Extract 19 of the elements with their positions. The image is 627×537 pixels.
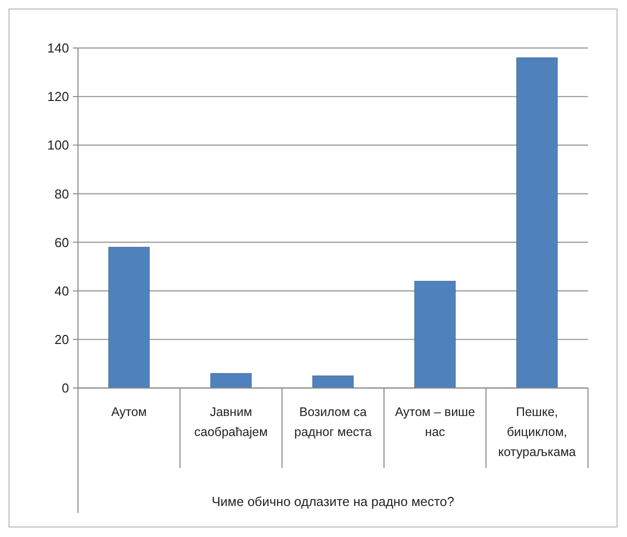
y-tick-label: 80 xyxy=(54,186,69,202)
x-tick-label: Јавним саобраћајем xyxy=(194,405,268,439)
y-tick-label: 40 xyxy=(54,283,69,298)
x-tick-label: Пешке, бициклом, котураљкама xyxy=(498,405,576,459)
y-tick-label: 120 xyxy=(47,89,69,104)
y-tick-label: 100 xyxy=(47,138,69,153)
bar xyxy=(516,57,558,388)
y-tick-label: 0 xyxy=(62,380,69,396)
x-tick-label: Возилом са радног места xyxy=(294,405,372,439)
bar xyxy=(414,280,456,388)
y-tick-label: 140 xyxy=(47,40,69,56)
x-tick-label: Аутом – више нас xyxy=(394,405,476,439)
bar xyxy=(312,376,354,388)
y-tick-label: 20 xyxy=(54,332,69,347)
bar xyxy=(210,373,252,388)
y-tick-label: 60 xyxy=(54,234,69,250)
x-axis-title: Чиме обично одлазите на радно место? xyxy=(212,494,454,509)
bar xyxy=(108,246,150,388)
x-tick-label: Аутом xyxy=(111,405,147,419)
